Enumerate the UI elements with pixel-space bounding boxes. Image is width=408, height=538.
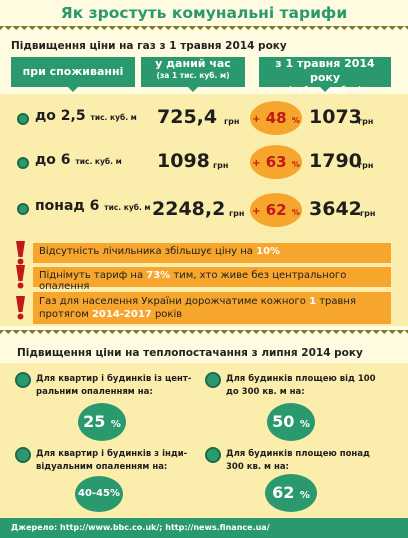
heat-item-label: Для будинків площею від 100 до 300 кв. м… — [226, 373, 376, 399]
note-bar: Піднімуть тариф на 73% тим, хто живе без… — [33, 267, 391, 292]
percent-sign: % — [299, 490, 310, 501]
row-percent-value: 63 — [265, 153, 287, 171]
column-header-future-label: з 1 травня 2014 року — [275, 57, 375, 84]
zigzag-divider-top — [0, 26, 408, 34]
row-bullet — [17, 203, 29, 215]
column-header-future: з 1 травня 2014 року (за 1 тис. куб. м) — [259, 57, 391, 94]
column-header-consumption-label: при споживанні — [22, 65, 124, 78]
percent-sign: % — [291, 208, 300, 217]
row-future-price: 1073 — [309, 106, 362, 128]
row-percent-badge: + 63 % — [250, 145, 302, 179]
note-highlight: 10% — [256, 246, 281, 257]
row-bullet — [17, 157, 29, 169]
row-consumption-unit: тис. куб. м — [75, 157, 122, 166]
source-footer: Джерело: http://www.bbc.co.uk/; http://n… — [0, 518, 408, 538]
column-header-future-unit: (за 1 тис. куб. м) — [288, 85, 362, 94]
heat-item-bullet — [15, 372, 31, 388]
warning-exclamation-icon — [16, 265, 25, 289]
heat-item-label-line2: відуальним опаленням на: — [36, 462, 168, 472]
heat-item-label-line1: Для будинків площею понад — [226, 449, 370, 459]
row-consumption-label: понад 6 тис. куб. м — [35, 198, 151, 214]
plus-sign: + — [252, 206, 261, 217]
heat-panel — [0, 363, 408, 518]
row-consumption-label: до 2,5 тис. куб. м — [35, 108, 137, 124]
note-text-after: років — [151, 309, 183, 320]
heat-item-label-line2: до 300 кв. м на: — [226, 387, 305, 397]
note-bar: Відсутність лічильника збільшує ціну на … — [33, 243, 391, 263]
row-percent-value: 48 — [265, 109, 287, 127]
note-bar: Газ для населення України дорожчатиме ко… — [33, 292, 391, 324]
percent-sign: % — [291, 116, 300, 125]
gas-section-title: Підвищення ціни на газ з 1 травня 2014 р… — [11, 40, 287, 52]
row-current-price: 2248,2 — [152, 198, 226, 220]
row-consumption-unit: тис. куб. м — [90, 113, 137, 122]
row-percent-value: 62 — [265, 201, 287, 219]
gas-panel — [0, 94, 408, 326]
percent-sign: % — [291, 160, 300, 169]
row-current-currency: грн — [229, 209, 245, 218]
row-consumption-value: до 2,5 — [35, 108, 86, 124]
row-consumption-value: до 6 — [35, 152, 71, 168]
note-line-1: Газ для населення України дорожчатиме ко… — [39, 295, 385, 308]
note-highlight: 2014-2017 — [91, 309, 152, 320]
heat-item-label: Для квартир і будинків із цент- ральним … — [36, 373, 191, 399]
heat-item-label-line1: Для квартир і будинків з інди- — [36, 449, 188, 459]
heat-item-value: 50 — [272, 412, 295, 431]
page-title: Як зростуть комунальні тарифи — [60, 4, 348, 22]
note-text: протягом — [39, 309, 92, 320]
row-future-currency: грн — [360, 209, 376, 218]
row-future-price: 1790 — [309, 150, 362, 172]
column-header-current-unit: (за 1 тис. куб. м) — [156, 71, 230, 80]
heat-item-bullet — [205, 447, 221, 463]
heat-item-label: Для квартир і будинків з інди- відуальни… — [36, 448, 187, 474]
heat-item-label-line1: Для квартир і будинків із цент- — [36, 374, 192, 384]
percent-sign: % — [109, 488, 120, 499]
note-highlight: 1 — [309, 296, 317, 307]
row-percent-badge: + 62 % — [250, 193, 302, 227]
column-header-consumption: при споживанні — [11, 57, 135, 92]
note-text: Піднімуть тариф на — [39, 270, 147, 281]
note-text-after: тим, хто живе без центрального опалення — [39, 270, 347, 292]
heat-item-label-line2: ральним опаленням на: — [36, 387, 153, 397]
row-future-currency: грн — [358, 161, 374, 170]
row-current-currency: грн — [213, 161, 229, 170]
zigzag-divider-middle — [0, 330, 408, 337]
row-percent-badge: + 48 % — [250, 101, 302, 135]
column-header-current: у даний час (за 1 тис. куб. м) — [141, 57, 245, 92]
note-line-2: протягом 2014-2017 років — [39, 308, 385, 321]
warning-exclamation-icon — [16, 296, 25, 320]
heat-item-label: Для будинків площею понад 300 кв. м на: — [226, 448, 370, 474]
heat-item-value-circle: 25 % — [78, 403, 126, 441]
heat-item-bullet — [15, 447, 31, 463]
column-header-current-label: у даний час — [155, 57, 231, 70]
plus-sign: + — [252, 158, 261, 169]
percent-sign: % — [299, 419, 310, 430]
heat-item-value: 25 — [83, 412, 106, 431]
heat-item-value-circle: 40-45% — [75, 476, 123, 512]
heat-section-title: Підвищення ціни на теплопостачання з лип… — [17, 347, 363, 359]
heat-item-value: 40-45 — [77, 488, 110, 499]
heat-item-value-circle: 62 % — [265, 474, 317, 512]
row-bullet — [17, 113, 29, 125]
note-text: Відсутність лічильника збільшує ціну на — [39, 246, 257, 257]
heat-item-label-line2: 300 кв. м на: — [226, 462, 289, 472]
note-highlight: 73% — [146, 270, 171, 281]
row-future-currency: грн — [358, 117, 374, 126]
percent-sign: % — [110, 419, 121, 430]
heat-item-value-circle: 50 % — [267, 403, 315, 441]
warning-exclamation-icon — [16, 241, 25, 265]
heat-item-bullet — [205, 372, 221, 388]
plus-sign: + — [252, 114, 261, 125]
note-text: Газ для населення України дорожчатиме ко… — [39, 296, 310, 307]
row-consumption-label: до 6 тис. куб. м — [35, 152, 122, 168]
heat-item-value: 62 — [272, 483, 295, 502]
row-current-price: 1098 — [157, 150, 210, 172]
row-future-price: 3642 — [309, 198, 362, 220]
note-text-after: травня — [316, 296, 356, 307]
heat-item-label-line1: Для будинків площею від 100 — [226, 374, 376, 384]
row-consumption-unit: тис. куб. м — [104, 203, 151, 212]
row-current-price: 725,4 — [157, 106, 218, 128]
row-consumption-value: понад 6 — [35, 198, 100, 214]
row-current-currency: грн — [224, 117, 240, 126]
